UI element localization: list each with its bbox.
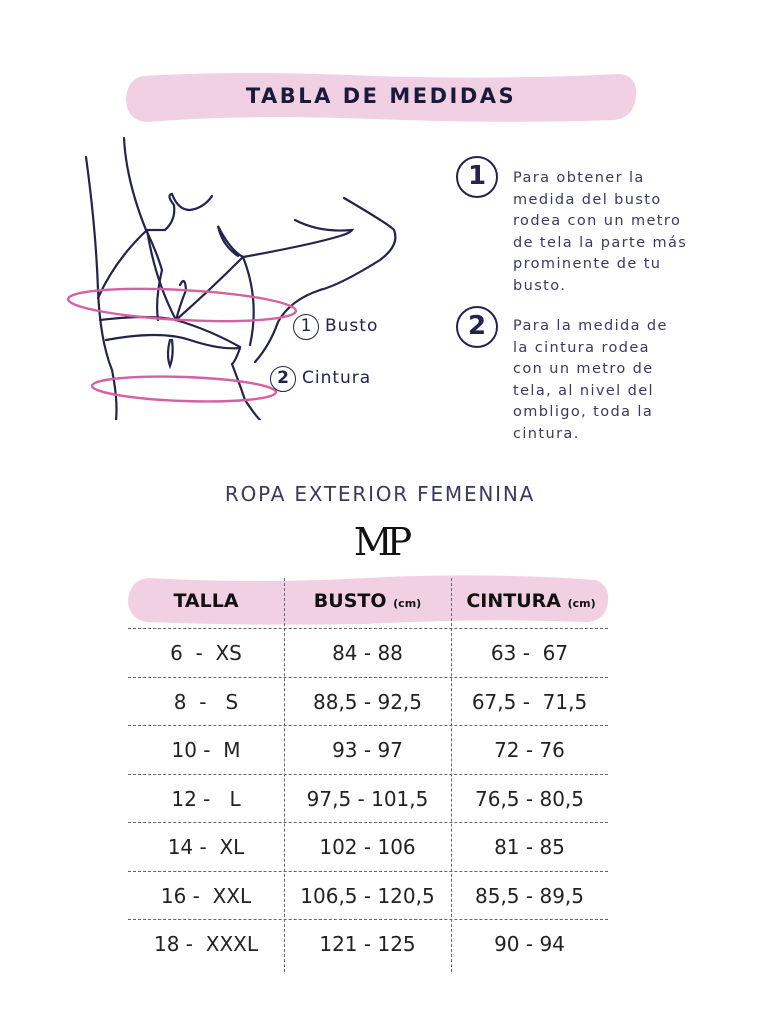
- row-divider: [128, 725, 608, 726]
- cell-talla: 14 - XL: [167, 835, 245, 859]
- cell-talla: 12 - L: [171, 786, 241, 811]
- title-banner: [126, 73, 637, 122]
- header-label: BUSTO: [313, 590, 387, 612]
- cell-busto: 102 - 106: [319, 835, 416, 859]
- row-divider: [128, 919, 608, 920]
- cell-busto: 93 - 97: [332, 738, 403, 762]
- step-2-line: tela, al nivel del: [513, 382, 654, 399]
- row-divider: [128, 870, 608, 872]
- header-talla: TALLA: [128, 590, 284, 612]
- cell-cintura: 63 - 67: [490, 641, 569, 665]
- cell-cintura: 81 - 85: [494, 835, 565, 859]
- header-label: TALLA: [173, 590, 239, 612]
- step-1-text: Para obtener la medida del busto rodea c…: [513, 168, 713, 297]
- step-2-line: la cintura rodea: [513, 339, 650, 356]
- row-divider: [128, 676, 608, 678]
- header-label: CINTURA: [466, 590, 561, 612]
- cintura-number-badge: 2: [270, 366, 296, 392]
- cell-busto: 84 - 88: [332, 641, 403, 665]
- cell-busto: 88,5 - 92,5: [313, 689, 422, 714]
- column-divider: [451, 578, 452, 972]
- header-unit: (cm): [567, 597, 596, 610]
- header-unit: (cm): [393, 597, 422, 610]
- cell-talla: 6 - XS: [170, 641, 242, 665]
- page-title: TABLA DE MEDIDAS: [245, 84, 517, 108]
- cell-busto: 106,5 - 120,5: [300, 883, 435, 908]
- step-1-line: rodea con un metro: [513, 213, 682, 229]
- step-2-line: ombligo, toda la: [513, 404, 654, 420]
- cell-cintura: 72 - 76: [494, 738, 565, 762]
- row-divider: [128, 822, 608, 823]
- cell-talla: 18 - XXXL: [154, 932, 258, 956]
- step-2-text: Para la medida de la cintura rodea con u…: [513, 316, 713, 445]
- row-divider: [128, 628, 608, 629]
- cell-cintura: 67,5 - 71,5: [471, 689, 588, 714]
- cell-cintura: 90 - 94: [494, 932, 565, 956]
- cell-cintura: 85,5 - 89,5: [475, 883, 584, 908]
- cell-talla: 8 - S: [173, 689, 239, 714]
- step-2-badge: 2: [456, 306, 498, 348]
- step-1-line: Para obtener la: [513, 170, 645, 186]
- column-divider: [284, 578, 285, 972]
- section-title: ROPA EXTERIOR FEMENINA: [224, 482, 536, 506]
- row-divider: [128, 773, 608, 775]
- busto-number-badge: 1: [293, 314, 319, 340]
- step-2-line: cintura.: [513, 425, 580, 442]
- step-2-line: con un metro de: [513, 361, 654, 377]
- header-cintura: CINTURA (cm): [451, 590, 611, 612]
- step-1-badge: 1: [456, 156, 498, 198]
- step-1-line: medida del busto: [513, 191, 662, 208]
- busto-label: Busto: [325, 316, 379, 336]
- step-1-line: busto.: [513, 277, 567, 294]
- step-2-line: Para la medida de: [513, 318, 668, 334]
- cell-talla: 10 - M: [171, 738, 241, 762]
- step-1-line: de tela la parte más: [513, 234, 688, 251]
- header-busto: BUSTO (cm): [284, 590, 451, 612]
- cell-busto: 97,5 - 101,5: [306, 786, 429, 811]
- body-illustration: [66, 136, 397, 420]
- table-header-banner: [128, 575, 609, 625]
- cell-talla: 16 - XXL: [160, 883, 252, 908]
- cintura-label: Cintura: [302, 368, 372, 388]
- cell-busto: 121 - 125: [319, 932, 416, 956]
- step-1-line: prominente de tu: [513, 256, 662, 272]
- cell-cintura: 76,5 - 80,5: [475, 786, 584, 811]
- brand-logo: MP: [353, 520, 412, 564]
